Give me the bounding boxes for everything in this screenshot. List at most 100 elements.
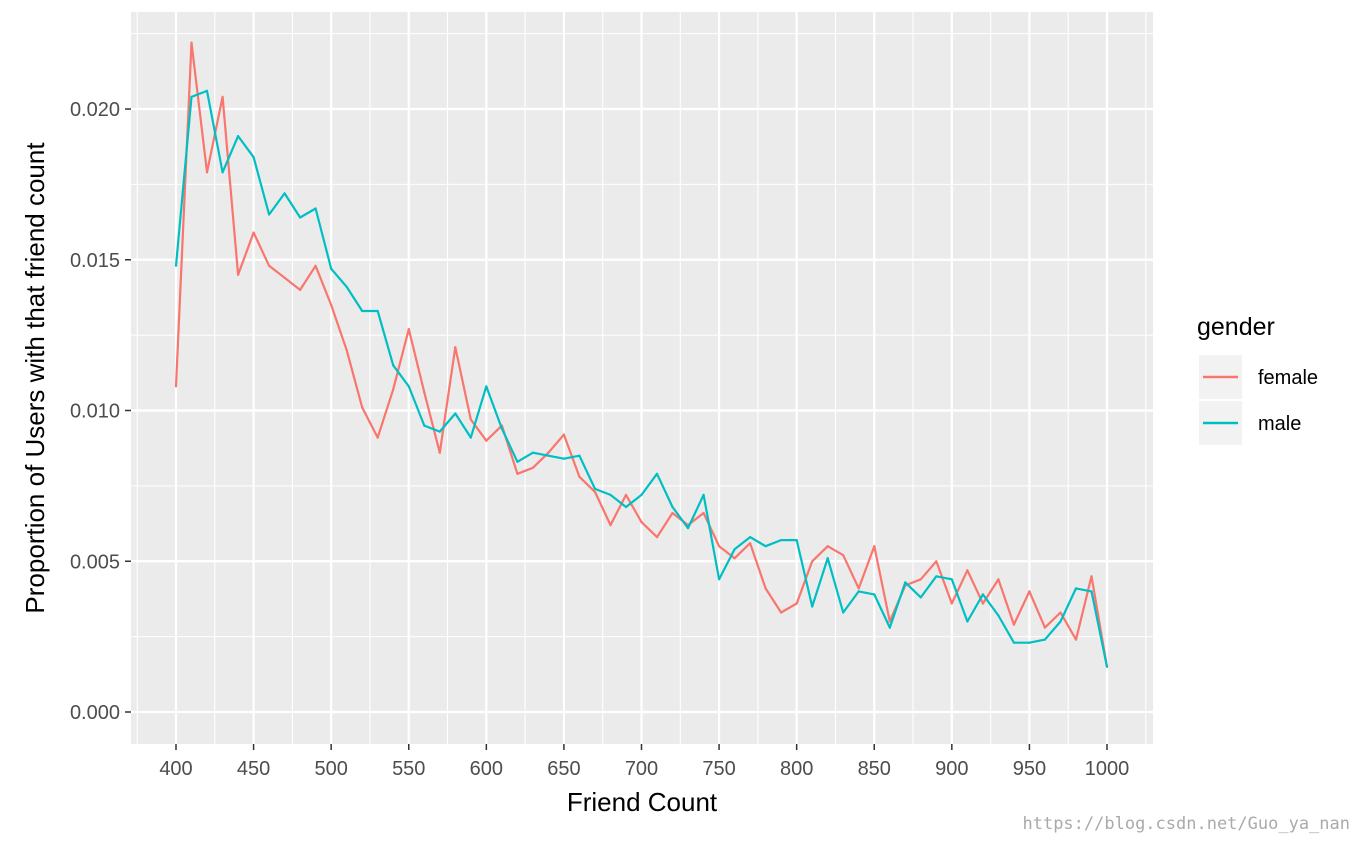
data-point-female bbox=[1059, 611, 1062, 614]
data-point-male bbox=[780, 539, 783, 542]
legend-label-female: female bbox=[1258, 367, 1318, 389]
legend-item-female: female bbox=[1199, 355, 1318, 399]
x-tick-label: 450 bbox=[237, 758, 270, 780]
y-axis: 0.000 0.005 0.010 0.015 0.020 bbox=[70, 99, 131, 724]
data-point-male bbox=[655, 472, 659, 475]
data-point-male bbox=[345, 285, 348, 288]
x-tick-label: 700 bbox=[625, 758, 658, 780]
x-tick-label: 1000 bbox=[1085, 758, 1130, 780]
legend: gender female male bbox=[1197, 313, 1318, 445]
data-point-female bbox=[919, 578, 922, 581]
data-point-female bbox=[299, 288, 302, 291]
data-point-male bbox=[516, 460, 519, 463]
data-point-male bbox=[314, 207, 317, 210]
data-point-male bbox=[1043, 638, 1046, 641]
y-tick-label: 0.020 bbox=[70, 99, 120, 121]
data-point-female bbox=[888, 620, 891, 623]
data-point-female bbox=[702, 511, 705, 515]
x-tick-label: 800 bbox=[780, 758, 813, 780]
data-point-male bbox=[190, 95, 193, 98]
data-point-female bbox=[221, 95, 224, 98]
x-tick-label: 550 bbox=[392, 758, 425, 780]
data-point-female bbox=[997, 578, 1000, 581]
data-point-male bbox=[997, 614, 1000, 617]
x-axis-title: Friend Count bbox=[567, 787, 718, 817]
data-point-male bbox=[299, 216, 302, 219]
data-point-female bbox=[1090, 575, 1093, 578]
data-point-female bbox=[485, 439, 488, 442]
data-point-female bbox=[935, 560, 938, 563]
data-point-female bbox=[795, 602, 798, 605]
data-point-female bbox=[190, 41, 193, 44]
x-tick-label: 650 bbox=[547, 758, 580, 780]
data-point-male bbox=[950, 578, 953, 581]
data-point-female bbox=[655, 536, 659, 539]
data-point-male bbox=[392, 364, 395, 367]
data-point-male bbox=[671, 505, 674, 509]
data-point-female bbox=[252, 231, 255, 234]
data-point-male bbox=[407, 385, 410, 388]
data-point-female bbox=[609, 524, 612, 527]
data-point-male bbox=[873, 593, 876, 596]
data-point-female bbox=[640, 521, 643, 524]
data-point-male bbox=[1105, 665, 1109, 668]
data-point-male bbox=[811, 605, 814, 608]
data-point-female bbox=[423, 391, 426, 394]
data-point-female bbox=[966, 569, 969, 572]
data-point-female bbox=[593, 490, 597, 493]
data-point-female bbox=[749, 542, 752, 545]
data-point-male bbox=[1059, 620, 1062, 623]
data-point-female bbox=[516, 472, 519, 475]
x-axis: 400 450 500 550 600 650 700 750 800 850 900 950 1000 bbox=[159, 744, 1129, 780]
data-point-male bbox=[221, 171, 224, 174]
data-point-female bbox=[1043, 626, 1046, 629]
data-point-male bbox=[547, 454, 550, 457]
x-tick-label: 400 bbox=[159, 758, 192, 780]
x-tick-label: 750 bbox=[702, 758, 735, 780]
data-point-female bbox=[268, 264, 271, 267]
data-point-male bbox=[1012, 641, 1016, 644]
data-point-female bbox=[718, 545, 721, 548]
data-point-female bbox=[1012, 623, 1016, 626]
data-point-male bbox=[252, 156, 255, 159]
data-point-female bbox=[733, 557, 736, 560]
data-point-female bbox=[857, 587, 860, 590]
data-point-female bbox=[454, 346, 457, 349]
data-point-female bbox=[237, 273, 240, 276]
data-point-male bbox=[454, 412, 457, 415]
y-tick-label: 0.005 bbox=[70, 551, 120, 573]
data-point-female bbox=[407, 328, 410, 331]
data-point-male bbox=[376, 309, 379, 313]
series-layer bbox=[174, 41, 1109, 668]
data-point-male bbox=[857, 590, 860, 593]
data-point-male bbox=[981, 593, 985, 596]
data-point-male bbox=[764, 545, 767, 548]
data-point-female bbox=[764, 587, 767, 590]
data-point-male bbox=[268, 213, 271, 216]
data-point-female bbox=[826, 545, 829, 548]
legend-label-male: male bbox=[1258, 413, 1301, 435]
data-point-male bbox=[702, 493, 705, 496]
watermark: https://blog.csdn.net/Guo_ya_nan bbox=[1022, 814, 1350, 834]
data-point-female bbox=[345, 349, 348, 352]
x-tick-label: 950 bbox=[1013, 758, 1046, 780]
data-point-female bbox=[392, 388, 395, 391]
data-point-male bbox=[423, 424, 426, 427]
data-point-male bbox=[686, 527, 690, 530]
data-point-female bbox=[842, 554, 845, 557]
data-point-female bbox=[671, 511, 674, 515]
x-tick-label: 900 bbox=[935, 758, 968, 780]
data-point-female bbox=[981, 602, 985, 605]
data-point-male bbox=[1074, 587, 1078, 590]
data-point-male bbox=[624, 505, 628, 509]
data-point-female bbox=[283, 276, 286, 279]
y-axis-title: Proportion of Users with that friend cou… bbox=[20, 142, 50, 614]
x-tick-label: 600 bbox=[470, 758, 503, 780]
data-point-male bbox=[283, 192, 286, 195]
data-point-male bbox=[485, 385, 488, 388]
data-point-male bbox=[888, 626, 891, 629]
data-point-female bbox=[330, 303, 333, 307]
grid-minor-x bbox=[136, 12, 1147, 744]
data-point-female bbox=[562, 433, 566, 436]
